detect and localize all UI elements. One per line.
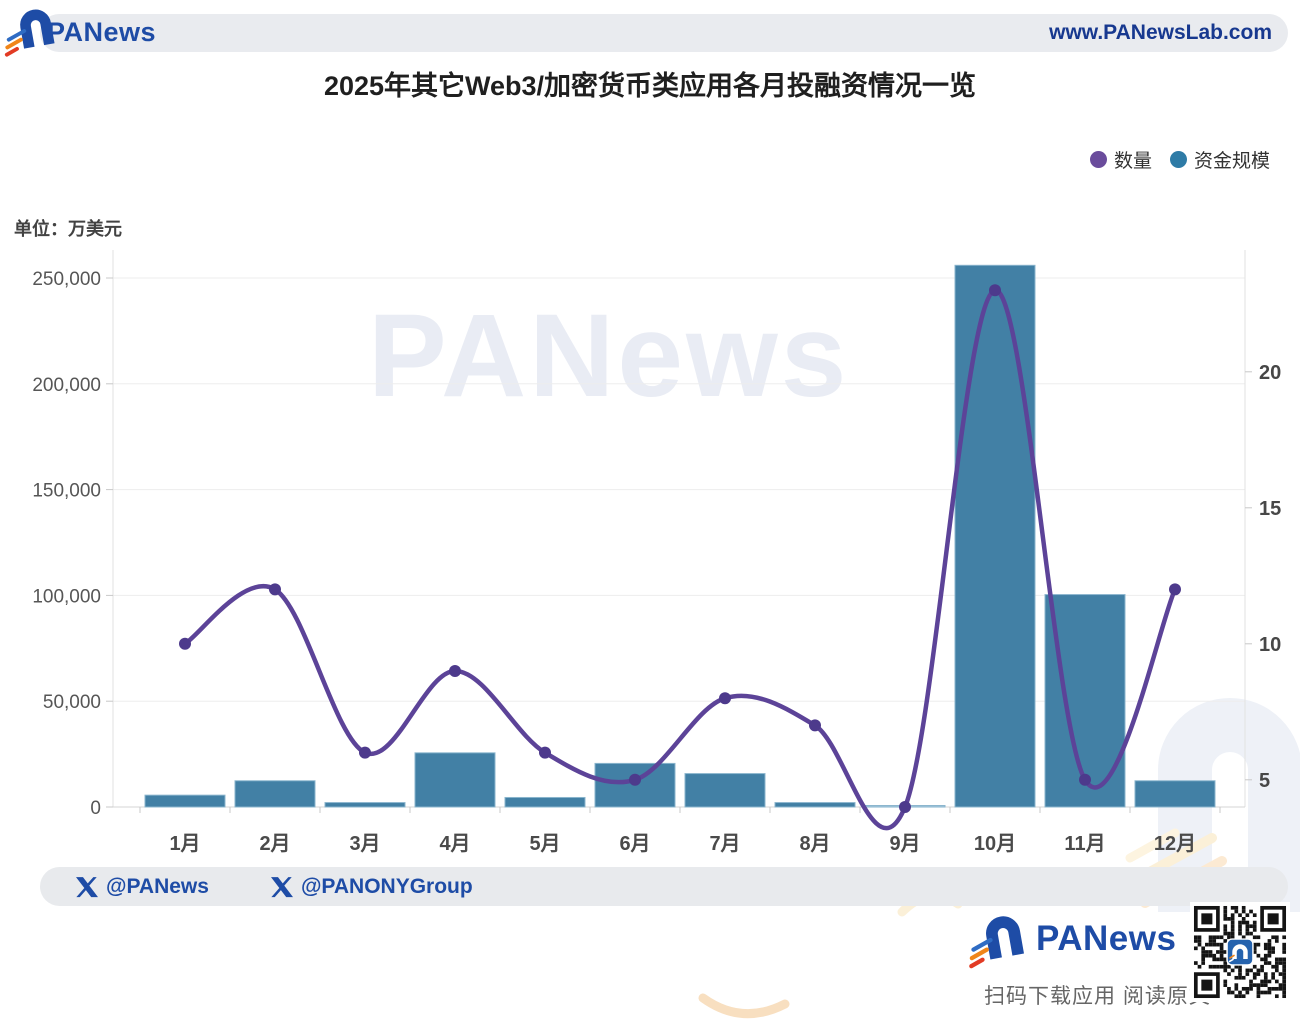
- legend-label-funding: 资金规模: [1193, 151, 1270, 172]
- axis-tick-label: 10月: [974, 833, 1016, 855]
- axis-tick-label: 50,000: [43, 692, 101, 713]
- axis-tick-label: 6月: [619, 833, 650, 855]
- point-1月[interactable]: [179, 637, 191, 650]
- scan-caption: 扫码下载应用 阅读原文: [984, 985, 1211, 1008]
- twitter-handle-panews[interactable]: @PANews: [106, 874, 209, 898]
- point-9月[interactable]: [899, 801, 911, 813]
- axis-tick-label: 0: [90, 798, 101, 819]
- bar-4月[interactable]: [414, 752, 496, 808]
- bar-1月[interactable]: [144, 794, 226, 808]
- footer-brand-wordmark: PANews: [1036, 919, 1177, 958]
- bar-10月[interactable]: [954, 264, 1036, 808]
- point-4月[interactable]: [449, 665, 461, 677]
- legend-item-count[interactable]: 数量: [1089, 146, 1152, 173]
- axis-tick-label: 20: [1259, 362, 1281, 384]
- axis-tick-label: 4月: [439, 833, 470, 855]
- site-url[interactable]: www.PANewsLab.com: [1049, 21, 1272, 44]
- axis-tick-label: 9月: [889, 833, 920, 855]
- point-7月[interactable]: [719, 692, 731, 705]
- axis-tick-label: 1月: [169, 833, 200, 855]
- axis-tick-label: 250,000: [32, 269, 101, 290]
- point-5月[interactable]: [539, 746, 551, 759]
- header-bar: [40, 14, 1288, 52]
- point-11月[interactable]: [1079, 773, 1091, 786]
- axis-tick-label: 12月: [1154, 833, 1196, 855]
- legend-dot-count-icon: [1089, 151, 1107, 168]
- axis-tick-label: 100,000: [32, 586, 101, 607]
- bar-7月[interactable]: [684, 773, 766, 808]
- social-bar: @PANews @PANONYGroup: [40, 867, 1288, 906]
- point-12月[interactable]: [1169, 583, 1181, 596]
- bar-2月[interactable]: [234, 780, 316, 808]
- bar-5月[interactable]: [504, 796, 586, 808]
- axis-tick-label: 8月: [799, 833, 830, 855]
- twitter-handle-panonygroup[interactable]: @PANONYGroup: [300, 874, 473, 898]
- point-2月[interactable]: [269, 583, 281, 596]
- axis-tick-label: 150,000: [32, 481, 101, 502]
- x-twitter-icon: [270, 876, 293, 898]
- axis-tick-label: 5: [1259, 770, 1270, 792]
- watermark-text: PANews: [368, 290, 850, 422]
- bar-12月[interactable]: [1134, 780, 1216, 808]
- axis-tick-label: 3月: [349, 833, 380, 855]
- legend: 数量 资金规模: [1089, 146, 1270, 173]
- x-twitter-icon: [76, 876, 98, 898]
- point-8月[interactable]: [809, 719, 821, 732]
- panews-logo-icon: [2, 2, 60, 60]
- axis-tick-label: 5月: [529, 833, 560, 855]
- axis-tick-label: 11月: [1064, 833, 1105, 855]
- axis-tick-label: 10: [1259, 634, 1281, 656]
- point-6月[interactable]: [629, 773, 641, 786]
- legend-label-count: 数量: [1113, 151, 1152, 172]
- point-3月[interactable]: [359, 746, 371, 759]
- axis-tick-label: 15: [1259, 498, 1281, 520]
- point-10月[interactable]: [989, 284, 1001, 297]
- legend-item-funding[interactable]: 资金规模: [1169, 146, 1270, 173]
- chart-title: 2025年其它Web3/加密货币类应用各月投融资情况一览: [323, 71, 977, 101]
- bar-3月[interactable]: [324, 802, 406, 808]
- panews-logo-icon-footer: [966, 908, 1030, 972]
- axis-tick-label: 2月: [259, 833, 290, 855]
- axis-tick-label: 200,000: [32, 375, 101, 396]
- bar-8月[interactable]: [774, 802, 856, 808]
- axis-tick-label: 7月: [709, 833, 740, 855]
- qr-code: [1190, 902, 1290, 1002]
- unit-label: 单位：万美元: [14, 219, 122, 239]
- brand-wordmark: PANews: [47, 17, 157, 47]
- legend-dot-funding-icon: [1169, 151, 1187, 168]
